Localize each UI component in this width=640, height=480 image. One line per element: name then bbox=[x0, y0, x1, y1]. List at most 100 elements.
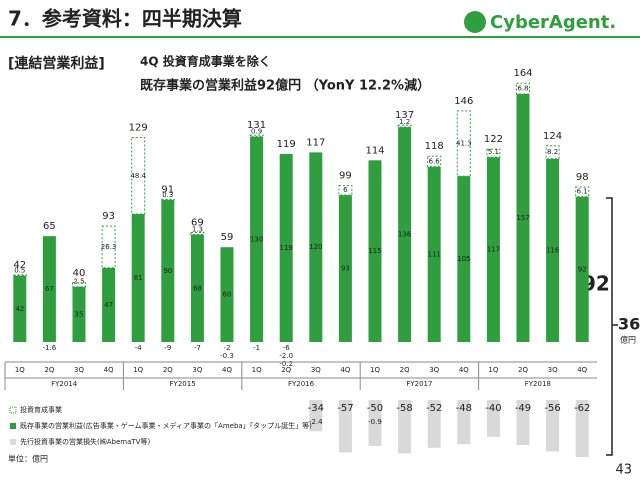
bar-label: 42 bbox=[15, 305, 24, 313]
loss-label: -50 bbox=[367, 403, 383, 414]
bar-label: 120 bbox=[309, 243, 322, 251]
bar bbox=[131, 214, 145, 342]
bar bbox=[368, 160, 382, 342]
bar bbox=[250, 136, 264, 342]
total-label: 69 bbox=[191, 218, 204, 229]
x-tick-label: 4Q bbox=[459, 366, 469, 374]
x-tick-label: 3Q bbox=[311, 366, 321, 374]
bar-label: 93 bbox=[341, 265, 350, 273]
bar-label: 92 bbox=[578, 265, 587, 273]
bar-label: 157 bbox=[516, 214, 529, 222]
bar bbox=[220, 247, 234, 342]
minor-label: -2.0 bbox=[279, 352, 293, 360]
bar-label: 105 bbox=[457, 255, 470, 263]
total-label: 91 bbox=[161, 184, 174, 195]
x-tick-label: 1Q bbox=[133, 366, 143, 374]
x-tick-label: 3Q bbox=[548, 366, 558, 374]
bar-label: 81 bbox=[134, 274, 143, 282]
minor-label: -0.3 bbox=[220, 352, 234, 360]
total-label: 137 bbox=[395, 110, 414, 121]
legend-swatch bbox=[10, 439, 16, 445]
unit: 単位：億円 bbox=[8, 454, 48, 464]
investment-label: 26.3 bbox=[101, 243, 117, 251]
loss-bar bbox=[398, 400, 412, 454]
loss-bar bbox=[457, 400, 471, 445]
x-tick-label: 4Q bbox=[104, 366, 114, 374]
group-label: FY2018 bbox=[525, 380, 551, 388]
legend-label: 既存事業の営業利益(広告事業・ゲーム事業・メディア事業の「Ameba」「タップル… bbox=[20, 421, 312, 430]
total-label: 119 bbox=[277, 139, 296, 150]
minor-label: -6 bbox=[283, 344, 291, 352]
bar bbox=[161, 199, 175, 342]
investment-label: 1.3 bbox=[192, 226, 203, 234]
x-tick-label: 1Q bbox=[370, 366, 380, 374]
title-rule bbox=[0, 36, 640, 38]
loss-label: -62 bbox=[574, 403, 590, 414]
investment-bar bbox=[190, 232, 205, 236]
total-label: 99 bbox=[339, 171, 352, 182]
investment-bar bbox=[338, 185, 353, 196]
bar bbox=[457, 176, 471, 342]
bracket bbox=[606, 197, 618, 456]
minor-label: -9 bbox=[164, 344, 171, 352]
investment-label: 6.1 bbox=[577, 188, 588, 196]
bar bbox=[575, 196, 589, 342]
legend-swatch bbox=[10, 423, 16, 429]
investment-label: 0.9 bbox=[251, 128, 262, 136]
investment-bar bbox=[545, 145, 560, 160]
bar-label: 119 bbox=[280, 244, 293, 252]
minor-label: -0.2 bbox=[279, 360, 293, 368]
total-label: 164 bbox=[513, 68, 532, 79]
bar bbox=[190, 234, 204, 342]
investment-label: 41.3 bbox=[456, 139, 472, 147]
investment-label: 8.2 bbox=[547, 148, 558, 156]
bar-label: 136 bbox=[398, 231, 412, 239]
total-label: 129 bbox=[129, 123, 148, 134]
x-tick-label: 4Q bbox=[577, 366, 587, 374]
total-label: 131 bbox=[247, 120, 266, 131]
total-label: 114 bbox=[365, 145, 384, 156]
group-label: FY2015 bbox=[170, 380, 196, 388]
loss-label: -58 bbox=[396, 403, 412, 414]
total-label: 65 bbox=[43, 221, 56, 232]
x-tick-label: 2Q bbox=[281, 366, 291, 374]
bar-label: 116 bbox=[546, 246, 560, 254]
loss-bar bbox=[486, 400, 500, 437]
minor-label: -2 bbox=[224, 344, 231, 352]
minor-label: -0.9 bbox=[368, 418, 382, 426]
page-number: 43 bbox=[615, 463, 632, 478]
investment-bar bbox=[516, 82, 530, 95]
investment-label: 6.8 bbox=[517, 85, 528, 93]
loss-label: -57 bbox=[337, 403, 353, 414]
bar bbox=[72, 286, 86, 342]
loss-bar bbox=[575, 400, 589, 458]
headline-1: 4Q 投資育成事業を除く bbox=[140, 54, 271, 69]
bar bbox=[42, 236, 56, 342]
investment-bar bbox=[72, 282, 86, 288]
investment-label: 2.5 bbox=[73, 278, 84, 286]
investment-label: 1.2 bbox=[399, 118, 410, 126]
bar bbox=[546, 158, 560, 342]
x-tick-label: 3Q bbox=[192, 366, 202, 374]
x-tick-label: 1Q bbox=[488, 366, 498, 374]
x-tick-label: 3Q bbox=[429, 366, 439, 374]
chart-label: [連結営業利益] bbox=[8, 55, 105, 72]
bar-label: 130 bbox=[250, 235, 263, 243]
minor-label: -1.6 bbox=[43, 344, 57, 352]
investment-label: 0.3 bbox=[162, 191, 173, 199]
logo-mark bbox=[464, 11, 486, 33]
logo: CyberAgent. bbox=[490, 12, 616, 33]
x-tick-label: 2Q bbox=[400, 366, 410, 374]
bar-label: 90 bbox=[163, 267, 172, 275]
total-label: 122 bbox=[484, 134, 503, 145]
group-label: FY2017 bbox=[406, 380, 432, 388]
loss-label: -34 bbox=[308, 403, 324, 414]
investment-bar bbox=[427, 155, 442, 168]
investment-bar bbox=[575, 186, 590, 198]
bar bbox=[13, 275, 27, 342]
loss-label: -56 bbox=[544, 403, 560, 414]
x-tick-label: 2Q bbox=[518, 366, 528, 374]
investment-label: 0.5 bbox=[14, 267, 25, 275]
total-label: 40 bbox=[73, 268, 86, 279]
investment-label: 5.1 bbox=[488, 148, 499, 156]
